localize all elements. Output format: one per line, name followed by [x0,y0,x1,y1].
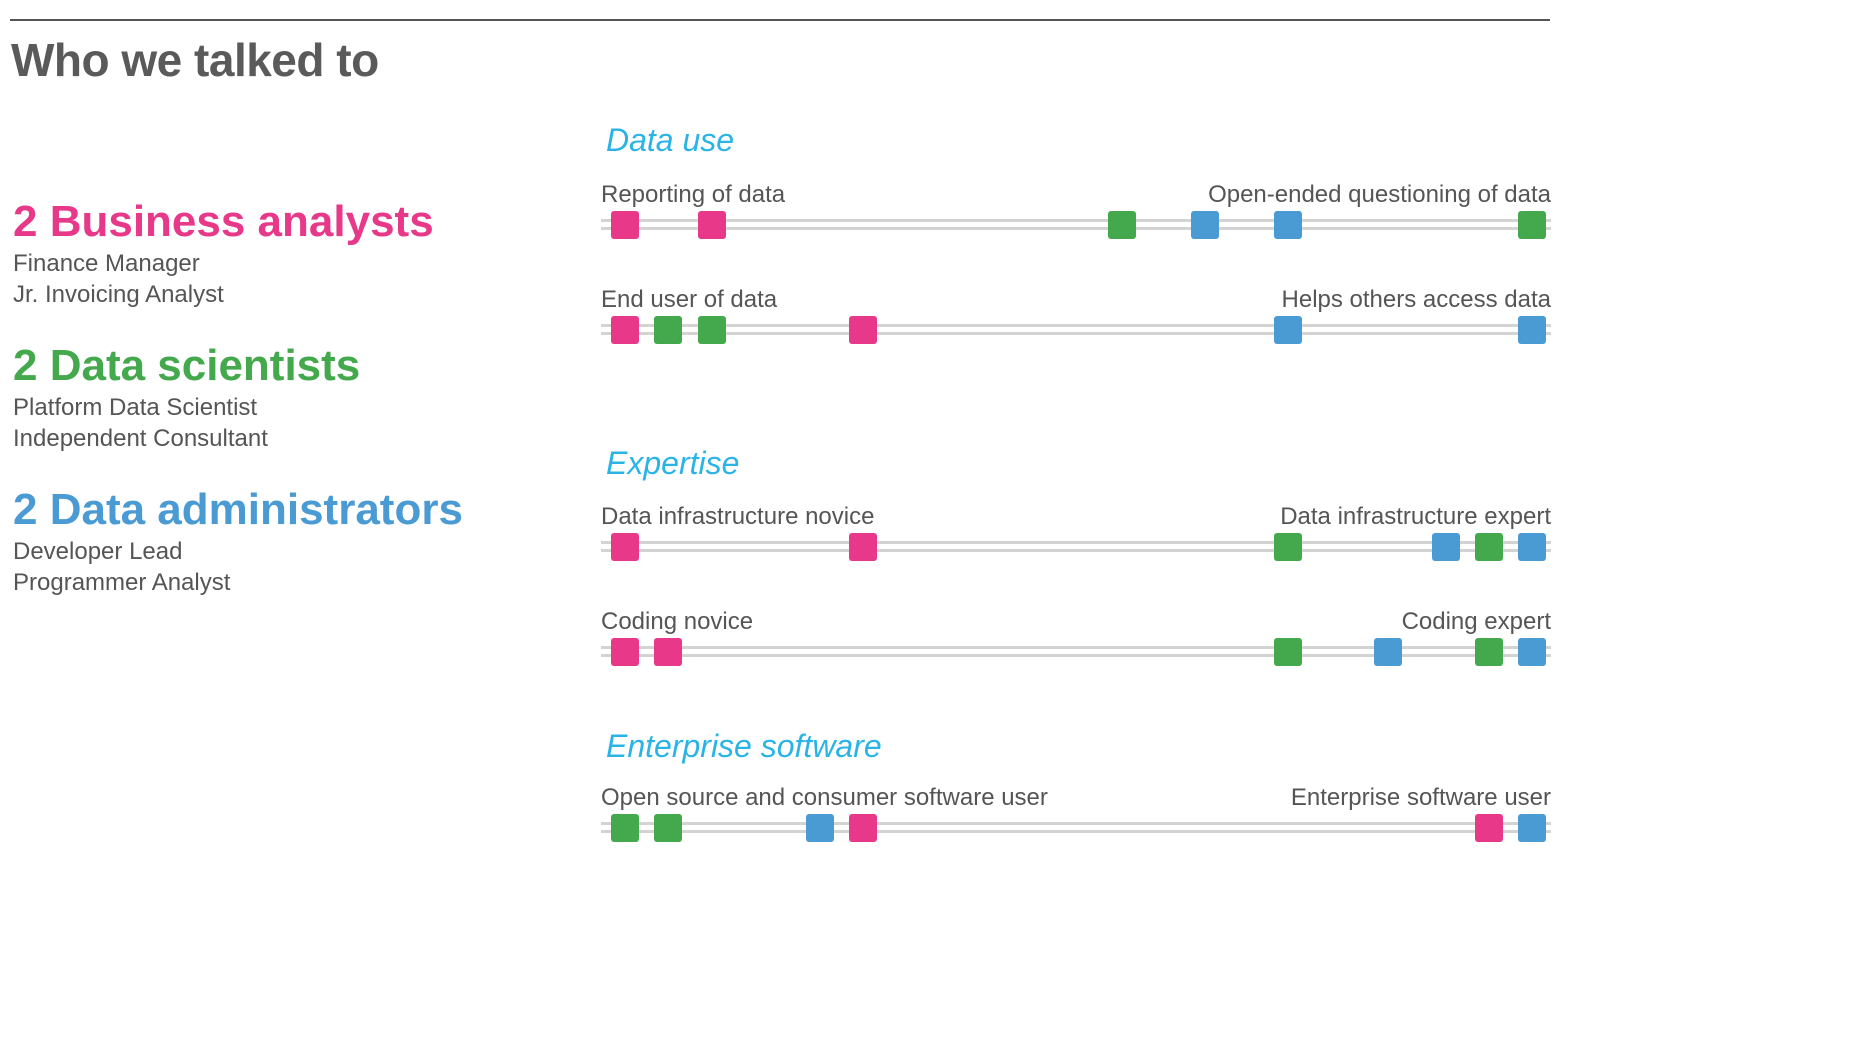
scale-track [601,316,1551,344]
group-member: Platform Data Scientist [13,394,258,421]
scale-right-label: Open-ended questioning of data [1208,181,1551,208]
science-marker [698,316,727,344]
science-marker [1475,533,1504,561]
business-marker [698,211,727,239]
admin-marker [1273,316,1302,344]
business-marker [654,638,683,666]
admin-marker [1191,211,1220,239]
section-title-data-use: Data use [606,122,735,158]
group-member: Independent Consultant [13,425,268,452]
track-line [601,822,1551,825]
business-marker [610,533,639,561]
science-marker [654,316,683,344]
scale-end-user-vs-helps-others: End user of data Helps others access dat… [601,286,1551,361]
scale-left-label: Data infrastructure novice [601,503,875,530]
business-marker [610,316,639,344]
scale-track [601,814,1551,842]
scale-right-label: Enterprise software user [1290,784,1551,811]
track-line [601,541,1551,544]
admin-marker [1518,814,1546,842]
business-marker [849,316,878,344]
group-data-administrators: 2 Data administrators Developer Lead Pro… [13,484,463,598]
scale-infrastructure-novice-vs-expert: Data infrastructure novice Data infrastr… [601,503,1551,578]
admin-marker [1431,533,1460,561]
section-title-expertise: Expertise [606,445,740,481]
admin-marker [1273,211,1302,239]
scale-track [601,638,1551,666]
scale-left-label: Reporting of data [601,181,786,208]
track-line [601,646,1551,649]
admin-marker [1518,533,1546,561]
top-rule [10,19,1550,21]
page-title: Who we talked to [11,34,379,86]
science-marker [654,814,683,842]
science-marker [1273,533,1302,561]
scale-reporting-vs-questioning: Reporting of data Open-ended questioning… [601,181,1551,256]
track-line [601,219,1551,222]
scale-track [601,211,1551,239]
business-marker [610,211,639,239]
track-line [601,654,1551,657]
scale-right-label: Data infrastructure expert [1280,503,1551,530]
science-marker [1107,211,1136,239]
scale-right-label: Coding expert [1401,608,1551,635]
track-line [601,549,1551,552]
track-line [601,324,1551,327]
group-member: Programmer Analyst [13,569,231,596]
scale-left-label: Coding novice [601,608,754,635]
business-marker [849,814,878,842]
group-business-analysts: 2 Business analysts Finance Manager Jr. … [13,196,434,310]
group-heading-data-scientists: 2 Data scientists [13,341,361,390]
admin-marker [1518,316,1546,344]
science-marker [610,814,639,842]
scale-coding-novice-vs-expert: Coding novice Coding expert [601,608,1551,683]
scale-right-label: Helps others access data [1281,286,1551,313]
scale-open-source-vs-enterprise: Open source and consumer software user E… [601,784,1551,859]
admin-marker [1518,638,1546,666]
scale-track [601,533,1551,561]
group-heading-business-analysts: 2 Business analysts [13,197,434,246]
business-marker [1475,814,1504,842]
scale-left-label: End user of data [601,286,778,313]
track-line [601,830,1551,833]
science-marker [1273,638,1302,666]
business-marker [610,638,639,666]
science-marker [1475,638,1504,666]
group-member: Jr. Invoicing Analyst [13,281,224,308]
science-marker [1518,211,1546,239]
scale-left-label: Open source and consumer software user [601,784,1048,811]
group-member: Developer Lead [13,538,183,565]
track-line [601,227,1551,230]
admin-marker [1373,638,1402,666]
track-line [601,332,1551,335]
group-heading-data-administrators: 2 Data administrators [13,485,463,534]
business-marker [849,533,878,561]
group-member: Finance Manager [13,250,200,277]
admin-marker [805,814,834,842]
section-title-enterprise-software: Enterprise software [606,728,882,764]
group-data-scientists: 2 Data scientists Platform Data Scientis… [13,340,360,454]
